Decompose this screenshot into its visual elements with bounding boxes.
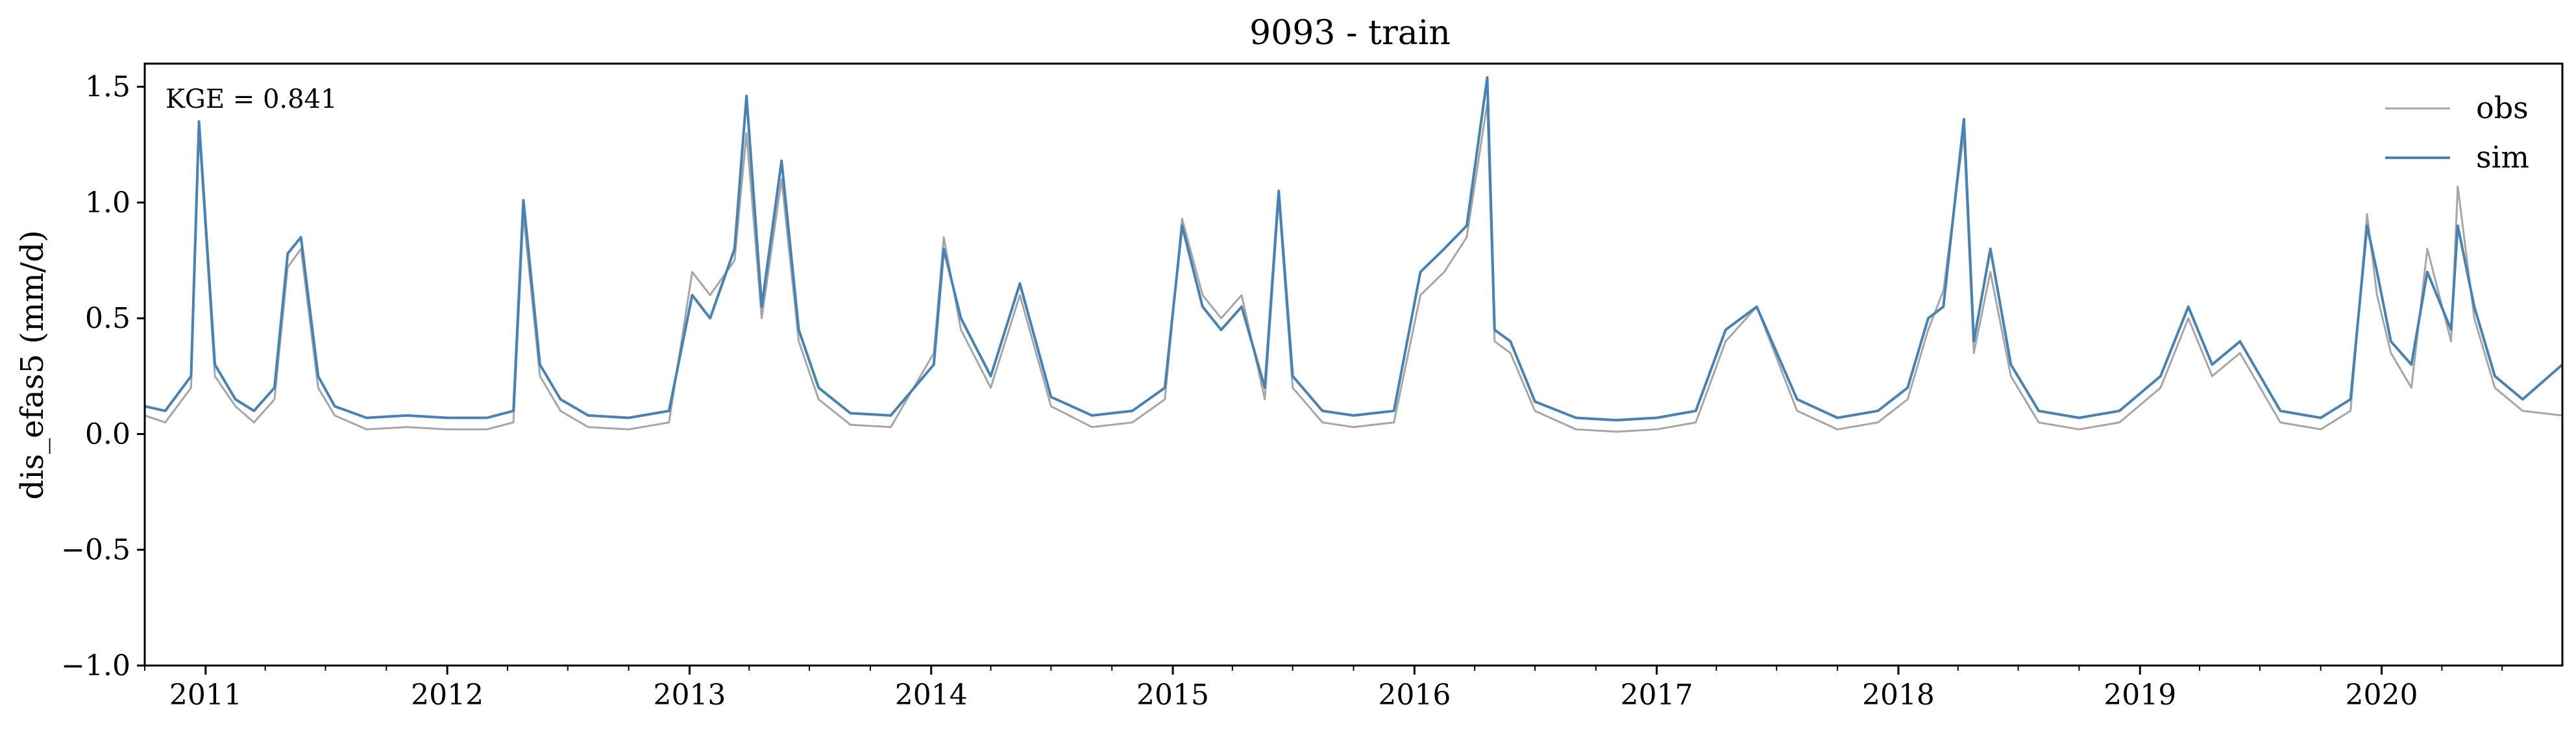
x-tick-label: 2018 [1862, 679, 1935, 712]
x-tick-label: 2012 [411, 679, 484, 712]
chart-title: 9093 - train [1249, 14, 1451, 53]
y-tick-label: 1.5 [85, 71, 130, 104]
series-line-sim [144, 76, 2564, 422]
x-tick-label: 2013 [653, 679, 726, 712]
y-tick-label: −1.0 [61, 649, 130, 682]
x-tick-label: 2019 [2104, 679, 2176, 712]
y-axis: −1.0 −0.5 0.0 0.5 1.0 1.5 [61, 71, 145, 682]
y-tick-label: −0.5 [61, 534, 130, 567]
series-layer [144, 76, 2564, 433]
legend: obs sim [2385, 90, 2529, 175]
legend-label-obs: obs [2476, 90, 2529, 125]
y-tick-label: 0.5 [85, 302, 130, 335]
y-axis-label: dis_efas5 (mm/d) [14, 230, 51, 499]
x-axis: 2011 2012 2013 2014 2015 2016 2017 2018 2019 2020 [144, 666, 2503, 712]
x-tick-label: 2011 [169, 679, 242, 712]
legend-label-sim: sim [2476, 140, 2529, 175]
x-tick-label: 2016 [1378, 679, 1451, 712]
x-tick-label: 2020 [2346, 679, 2418, 712]
y-tick-label: 0.0 [85, 417, 130, 451]
y-tick-label: 1.0 [85, 186, 130, 219]
x-tick-label: 2017 [1621, 679, 1693, 712]
kge-annotation: KGE = 0.841 [166, 84, 337, 114]
x-tick-label: 2014 [895, 679, 968, 712]
x-tick-label: 2015 [1136, 679, 1209, 712]
